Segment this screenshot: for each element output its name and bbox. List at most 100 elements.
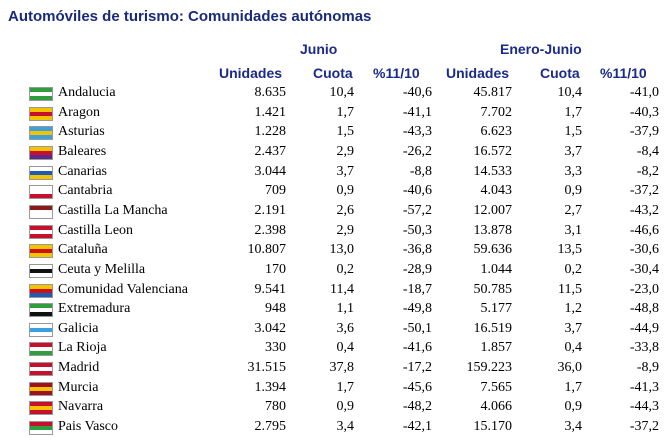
cell-var-junio: -17,2: [402, 360, 432, 376]
cell-unidades-acum: 15.170: [473, 419, 513, 435]
cell-cuota-junio: 0,4: [336, 340, 355, 356]
cell-unidades-acum: 45.817: [473, 85, 513, 100]
cell-unidades-junio: 2.795: [254, 419, 287, 435]
cell-cuota-acum: 1,7: [564, 379, 583, 395]
cell-var-junio: -36,8: [402, 242, 432, 258]
cell-unidades-acum: 1.857: [480, 340, 513, 356]
table-row: Madrid 31.515 37,8 -17,2 159.223 36,0 -8,9: [0, 359, 670, 379]
cell-unidades-junio: 10.807: [247, 242, 287, 258]
cell-cuota-junio: 37,8: [329, 360, 355, 376]
region-flag-icon: [29, 283, 53, 298]
region-flag-icon: [29, 322, 53, 337]
cell-cuota-junio: 2,6: [336, 202, 355, 218]
region-flag-icon: [29, 204, 53, 219]
region-flag-icon: [29, 342, 53, 357]
table-row: Canarias 3.044 3,7 -8,8 14.533 3,3 -8,2: [0, 163, 670, 183]
region-flag-icon: [29, 401, 53, 416]
cell-cuota-acum: 3,1: [564, 222, 583, 238]
table-row: Galicia 3.042 3,6 -50,1 16.519 3,7 -44,9: [0, 320, 670, 340]
cell-var-junio: -43,3: [402, 124, 432, 140]
region-flag-icon: [29, 263, 53, 278]
cell-unidades-junio: 1.228: [254, 124, 287, 140]
region-name: Ceuta y Melilla: [58, 261, 146, 277]
cell-var-junio: -41,1: [402, 104, 432, 120]
region-name: Cantabria: [58, 183, 113, 199]
cell-var-acum: -8,2: [636, 163, 659, 179]
cell-unidades-junio: 170: [265, 261, 286, 277]
cell-unidades-junio: 2.398: [254, 222, 287, 238]
cell-unidades-junio: 948: [265, 301, 286, 317]
cell-var-junio: -40,6: [402, 183, 432, 199]
cell-cuota-junio: 0,9: [336, 399, 355, 415]
cell-cuota-acum: 0,9: [564, 183, 583, 199]
cell-unidades-acum: 7.702: [480, 104, 513, 120]
cell-cuota-acum: 3,7: [564, 143, 583, 159]
col-header-unidades-junio: Unidades: [219, 65, 283, 81]
cell-unidades-junio: 8.635: [254, 85, 287, 100]
cell-unidades-junio: 31.515: [247, 360, 287, 376]
cell-unidades-junio: 3.044: [254, 163, 287, 179]
table-row: Ceuta y Melilla 170 0,2 -28,9 1.044 0,2 -30,4: [0, 261, 670, 281]
cell-unidades-acum: 16.572: [473, 143, 513, 159]
region-name: Aragon: [58, 104, 100, 120]
region-name: Cataluña: [58, 242, 108, 258]
cell-var-acum: -23,0: [629, 281, 659, 297]
cell-unidades-acum: 59.636: [473, 242, 513, 258]
cell-var-junio: -45,6: [402, 379, 432, 395]
region-flag-icon: [29, 362, 53, 377]
cell-cuota-acum: 10,4: [557, 85, 583, 100]
cell-cuota-acum: 1,7: [564, 104, 583, 120]
cell-unidades-junio: 2.437: [254, 143, 287, 159]
cell-cuota-junio: 1,1: [336, 301, 355, 317]
region-name: Pais Vasco: [58, 419, 119, 435]
cell-var-junio: -26,2: [402, 143, 432, 159]
cell-var-junio: -8,8: [409, 163, 432, 179]
cell-cuota-acum: 3,4: [564, 419, 583, 435]
region-flag-icon: [29, 165, 53, 180]
region-name: Navarra: [58, 399, 104, 415]
col-header-cuota-junio: Cuota: [313, 65, 353, 81]
cell-cuota-junio: 3,7: [336, 163, 355, 179]
cell-var-acum: -41,0: [629, 85, 659, 100]
cell-cuota-acum: 0,9: [564, 399, 583, 415]
region-flag-icon: [29, 244, 53, 259]
region-name: Murcia: [58, 379, 99, 395]
cell-cuota-acum: 3,7: [564, 320, 583, 336]
cell-cuota-acum: 1,5: [564, 124, 583, 140]
cell-cuota-junio: 2,9: [336, 143, 355, 159]
cell-var-acum: -30,6: [629, 242, 659, 258]
table-row: Cataluña 10.807 13,0 -36,8 59.636 13,5 -30,6: [0, 241, 670, 261]
cell-unidades-acum: 14.533: [473, 163, 513, 179]
table-row: Andalucia 8.635 10,4 -40,6 45.817 10,4 -41,0: [0, 84, 670, 104]
cell-unidades-junio: 9.541: [254, 281, 287, 297]
col-header-var-junio: %11/10: [373, 65, 420, 81]
cell-unidades-acum: 50.785: [473, 281, 513, 297]
region-flag-icon: [29, 185, 53, 200]
cell-unidades-acum: 6.623: [480, 124, 513, 140]
cell-unidades-acum: 159.223: [466, 360, 513, 376]
table-row: Castilla La Mancha 2.191 2,6 -57,2 12.007 2,7…: [0, 202, 670, 222]
cell-var-junio: -28,9: [402, 261, 432, 277]
cell-var-acum: -30,4: [629, 261, 659, 277]
cell-var-junio: -40,6: [402, 85, 432, 100]
cell-var-junio: -41,6: [402, 340, 432, 356]
cell-cuota-junio: 0,9: [336, 183, 355, 199]
col-header-var-acum: %11/10: [600, 65, 647, 81]
cell-var-acum: -46,6: [629, 222, 659, 238]
table-row: Aragon 1.421 1,7 -41,1 7.702 1,7 -40,3: [0, 104, 670, 124]
col-header-cuota-acum: Cuota: [540, 65, 580, 81]
cell-cuota-junio: 0,2: [336, 261, 355, 277]
cell-cuota-acum: 0,4: [564, 340, 583, 356]
region-name: Andalucia: [58, 85, 116, 100]
group-header-junio: Junio: [300, 41, 338, 57]
region-name: Extremadura: [58, 301, 131, 317]
region-name: Galicia: [58, 320, 99, 336]
region-flag-icon: [29, 421, 53, 436]
table-row: Castilla Leon 2.398 2,9 -50,3 13.878 3,1 -46,6: [0, 222, 670, 242]
region-flag-icon: [29, 224, 53, 239]
cell-cuota-junio: 1,5: [336, 124, 355, 140]
cell-cuota-junio: 10,4: [329, 85, 355, 100]
region-flag-icon: [29, 303, 53, 318]
cell-var-acum: -40,3: [629, 104, 659, 120]
region-name: Castilla La Mancha: [58, 202, 168, 218]
